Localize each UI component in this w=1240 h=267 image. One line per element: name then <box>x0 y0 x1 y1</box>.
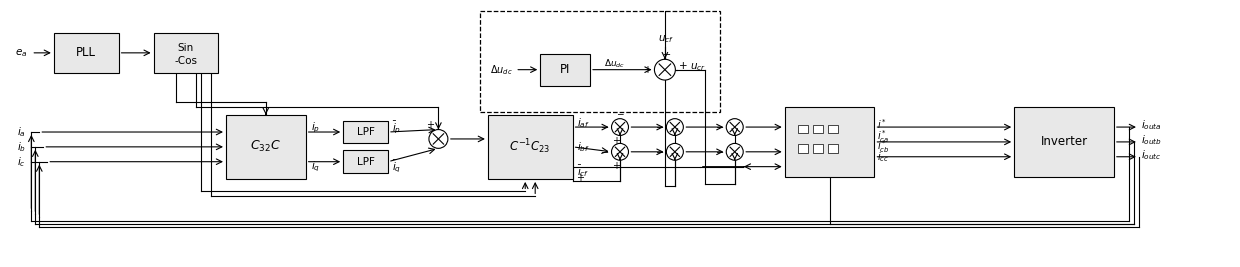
Text: $+$: $+$ <box>575 172 584 183</box>
Text: $+$: $+$ <box>644 64 652 75</box>
Text: $\Delta u_{dc}$: $\Delta u_{dc}$ <box>604 57 626 70</box>
Text: $i_{outb}$: $i_{outb}$ <box>1141 133 1162 147</box>
Text: $i_{cc}$: $i_{cc}$ <box>878 150 889 164</box>
Text: $\bar{i}_q$: $\bar{i}_q$ <box>392 158 402 175</box>
Text: -Cos: -Cos <box>175 56 197 66</box>
Text: Sin: Sin <box>177 43 195 53</box>
Text: $\bar{i}_p$: $\bar{i}_p$ <box>392 120 402 136</box>
Circle shape <box>727 143 743 160</box>
Text: $i_{ca}^*$: $i_{ca}^*$ <box>878 129 889 145</box>
Text: $-$: $-$ <box>662 48 671 58</box>
Text: PI: PI <box>560 63 570 76</box>
Text: $+$: $+$ <box>425 119 435 129</box>
Text: LPF: LPF <box>357 157 374 167</box>
Text: $-$: $-$ <box>715 121 724 131</box>
Circle shape <box>727 119 743 135</box>
Text: $-$: $-$ <box>616 109 625 118</box>
Text: Inverter: Inverter <box>1040 135 1087 148</box>
Text: PLL: PLL <box>76 46 97 59</box>
Text: $i_{bf}$: $i_{bf}$ <box>577 140 589 154</box>
Bar <box>480 11 719 112</box>
Circle shape <box>429 129 448 148</box>
Text: $+$: $+$ <box>613 135 621 146</box>
Text: $-$: $-$ <box>600 146 610 156</box>
Bar <box>154 33 218 73</box>
Circle shape <box>666 143 683 160</box>
Text: $+\ u_{cr}$: $+\ u_{cr}$ <box>678 60 707 73</box>
Bar <box>226 115 306 179</box>
Bar <box>487 115 573 179</box>
Text: $-$: $-$ <box>655 146 665 156</box>
Text: $i_q$: $i_q$ <box>311 159 320 174</box>
Text: $-$: $-$ <box>715 146 724 156</box>
Text: $C^{-1}C_{23}$: $C^{-1}C_{23}$ <box>510 138 551 156</box>
Bar <box>812 125 822 134</box>
Text: $i_{cb}^*$: $i_{cb}^*$ <box>878 139 890 155</box>
Text: $\Delta u_{dc}$: $\Delta u_{dc}$ <box>491 63 513 77</box>
Text: $i_p$: $i_p$ <box>311 121 320 135</box>
Bar <box>797 144 807 153</box>
Text: $i_{outc}$: $i_{outc}$ <box>1141 148 1162 162</box>
Text: $e_a$: $e_a$ <box>15 47 27 59</box>
Text: $-$: $-$ <box>600 121 610 131</box>
Circle shape <box>655 59 676 80</box>
Bar <box>343 121 388 143</box>
Bar <box>343 150 388 173</box>
Bar <box>827 144 837 153</box>
Text: $C_{32}C$: $C_{32}C$ <box>250 139 281 154</box>
Text: $i_a$: $i_a$ <box>17 125 26 139</box>
Text: $i_b$: $i_b$ <box>17 140 26 154</box>
Bar <box>827 125 837 134</box>
Bar <box>797 125 807 134</box>
Bar <box>785 107 874 176</box>
Bar <box>53 33 119 73</box>
Circle shape <box>611 119 629 135</box>
Text: $-$: $-$ <box>655 121 665 131</box>
Bar <box>1014 107 1114 176</box>
Text: $i^*$: $i^*$ <box>878 117 888 131</box>
Text: $i_{af}$: $i_{af}$ <box>577 116 589 130</box>
Text: $+$: $+$ <box>613 160 621 171</box>
Circle shape <box>611 143 629 160</box>
Bar <box>812 144 822 153</box>
Text: LPF: LPF <box>357 127 374 137</box>
Text: $\bar{i}_{cf}$: $\bar{i}_{cf}$ <box>577 163 589 179</box>
Circle shape <box>666 119 683 135</box>
Bar <box>541 54 590 85</box>
Text: $i_c$: $i_c$ <box>17 155 26 168</box>
Text: $i_{outa}$: $i_{outa}$ <box>1141 118 1162 132</box>
Text: $u_{cf}$: $u_{cf}$ <box>658 33 673 45</box>
